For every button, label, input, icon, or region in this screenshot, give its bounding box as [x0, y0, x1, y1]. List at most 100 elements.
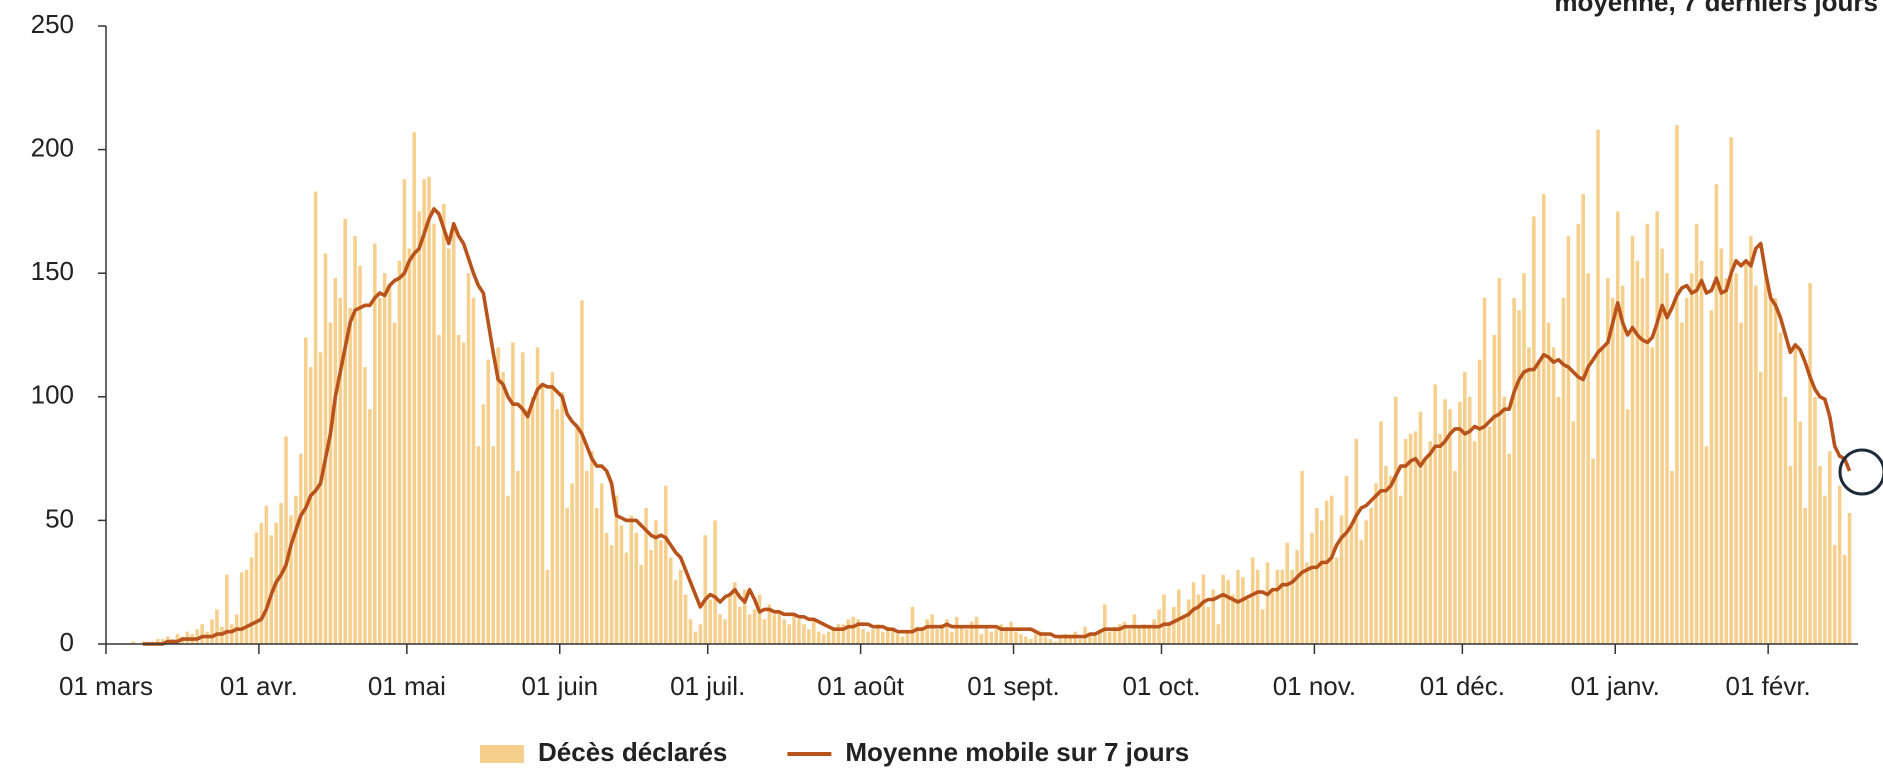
bar	[1507, 453, 1511, 644]
bar	[767, 604, 772, 644]
bar	[540, 384, 545, 644]
bar	[1739, 322, 1743, 644]
bar	[1300, 470, 1304, 644]
bar	[1596, 129, 1600, 645]
bar	[200, 624, 204, 644]
bar	[688, 619, 693, 644]
bar	[1754, 285, 1758, 644]
bar	[1206, 606, 1211, 644]
bar	[1818, 466, 1822, 644]
bar	[496, 347, 500, 644]
bar	[624, 552, 629, 644]
bar	[989, 631, 994, 644]
bar	[930, 614, 934, 644]
bar	[1591, 458, 1595, 644]
bar	[1704, 446, 1709, 644]
bar	[885, 626, 890, 644]
bar	[1320, 520, 1324, 644]
bar	[1418, 411, 1423, 644]
bar	[1749, 236, 1753, 644]
bar	[437, 335, 441, 644]
bar	[303, 337, 308, 644]
bar	[1438, 433, 1442, 644]
bar	[1398, 495, 1403, 644]
bar	[1527, 347, 1531, 644]
bar	[1176, 589, 1181, 644]
bar	[1246, 599, 1250, 644]
bar	[407, 248, 412, 645]
bar	[831, 629, 836, 644]
bar	[160, 639, 165, 644]
bar	[585, 470, 589, 644]
bar	[466, 273, 471, 644]
bar	[422, 179, 426, 644]
bar	[826, 631, 831, 644]
bar	[570, 483, 574, 644]
bar	[156, 639, 160, 644]
bar	[1241, 577, 1245, 644]
bar	[1433, 384, 1438, 644]
bar	[259, 522, 264, 644]
bar	[1581, 194, 1585, 644]
bar	[1477, 359, 1482, 644]
bar	[910, 606, 915, 644]
bar	[1324, 500, 1329, 644]
bar	[1152, 619, 1156, 644]
bar	[747, 614, 752, 644]
bar	[811, 619, 816, 644]
bar	[1734, 273, 1738, 644]
bar	[402, 179, 407, 644]
highlight-circle	[1838, 448, 1883, 496]
bar	[1823, 495, 1827, 644]
bar	[225, 574, 229, 644]
bar	[229, 624, 234, 644]
bar	[1487, 426, 1492, 644]
bar	[299, 453, 303, 644]
bar	[131, 641, 135, 644]
bar	[1625, 409, 1630, 644]
bar	[836, 624, 841, 644]
bar	[940, 624, 944, 644]
bar	[1684, 297, 1689, 644]
bar	[935, 629, 939, 644]
bar	[1285, 542, 1290, 644]
bar	[1798, 421, 1802, 644]
bar	[1522, 273, 1526, 644]
x-tick-label: 01 nov.	[1273, 671, 1356, 701]
bar	[792, 614, 796, 644]
bar	[432, 223, 436, 644]
bar	[718, 614, 722, 644]
bar	[876, 624, 880, 644]
bar	[555, 409, 560, 644]
bar	[1024, 636, 1028, 644]
bar	[742, 589, 747, 644]
bar	[1655, 211, 1659, 644]
bar	[1127, 629, 1132, 644]
bar	[530, 396, 535, 644]
bar	[476, 446, 481, 644]
bar	[1349, 525, 1354, 644]
bar	[955, 616, 959, 644]
bar	[1773, 297, 1778, 644]
bar	[1093, 634, 1097, 644]
bar	[1620, 285, 1625, 644]
x-tick-label: 01 août	[817, 671, 905, 701]
bar	[565, 508, 569, 644]
bar	[427, 176, 431, 645]
bar	[1724, 278, 1729, 644]
bar	[215, 609, 219, 644]
bar	[856, 619, 860, 644]
bar	[1186, 599, 1191, 644]
bar	[1492, 335, 1497, 644]
bar	[816, 631, 821, 644]
bar	[1537, 359, 1541, 644]
bar	[1709, 310, 1714, 644]
bar	[1680, 322, 1684, 644]
bar	[269, 535, 274, 644]
bar	[392, 322, 397, 644]
bar	[244, 569, 249, 644]
bar	[1556, 396, 1561, 644]
bar	[491, 446, 495, 644]
bar	[550, 372, 555, 644]
